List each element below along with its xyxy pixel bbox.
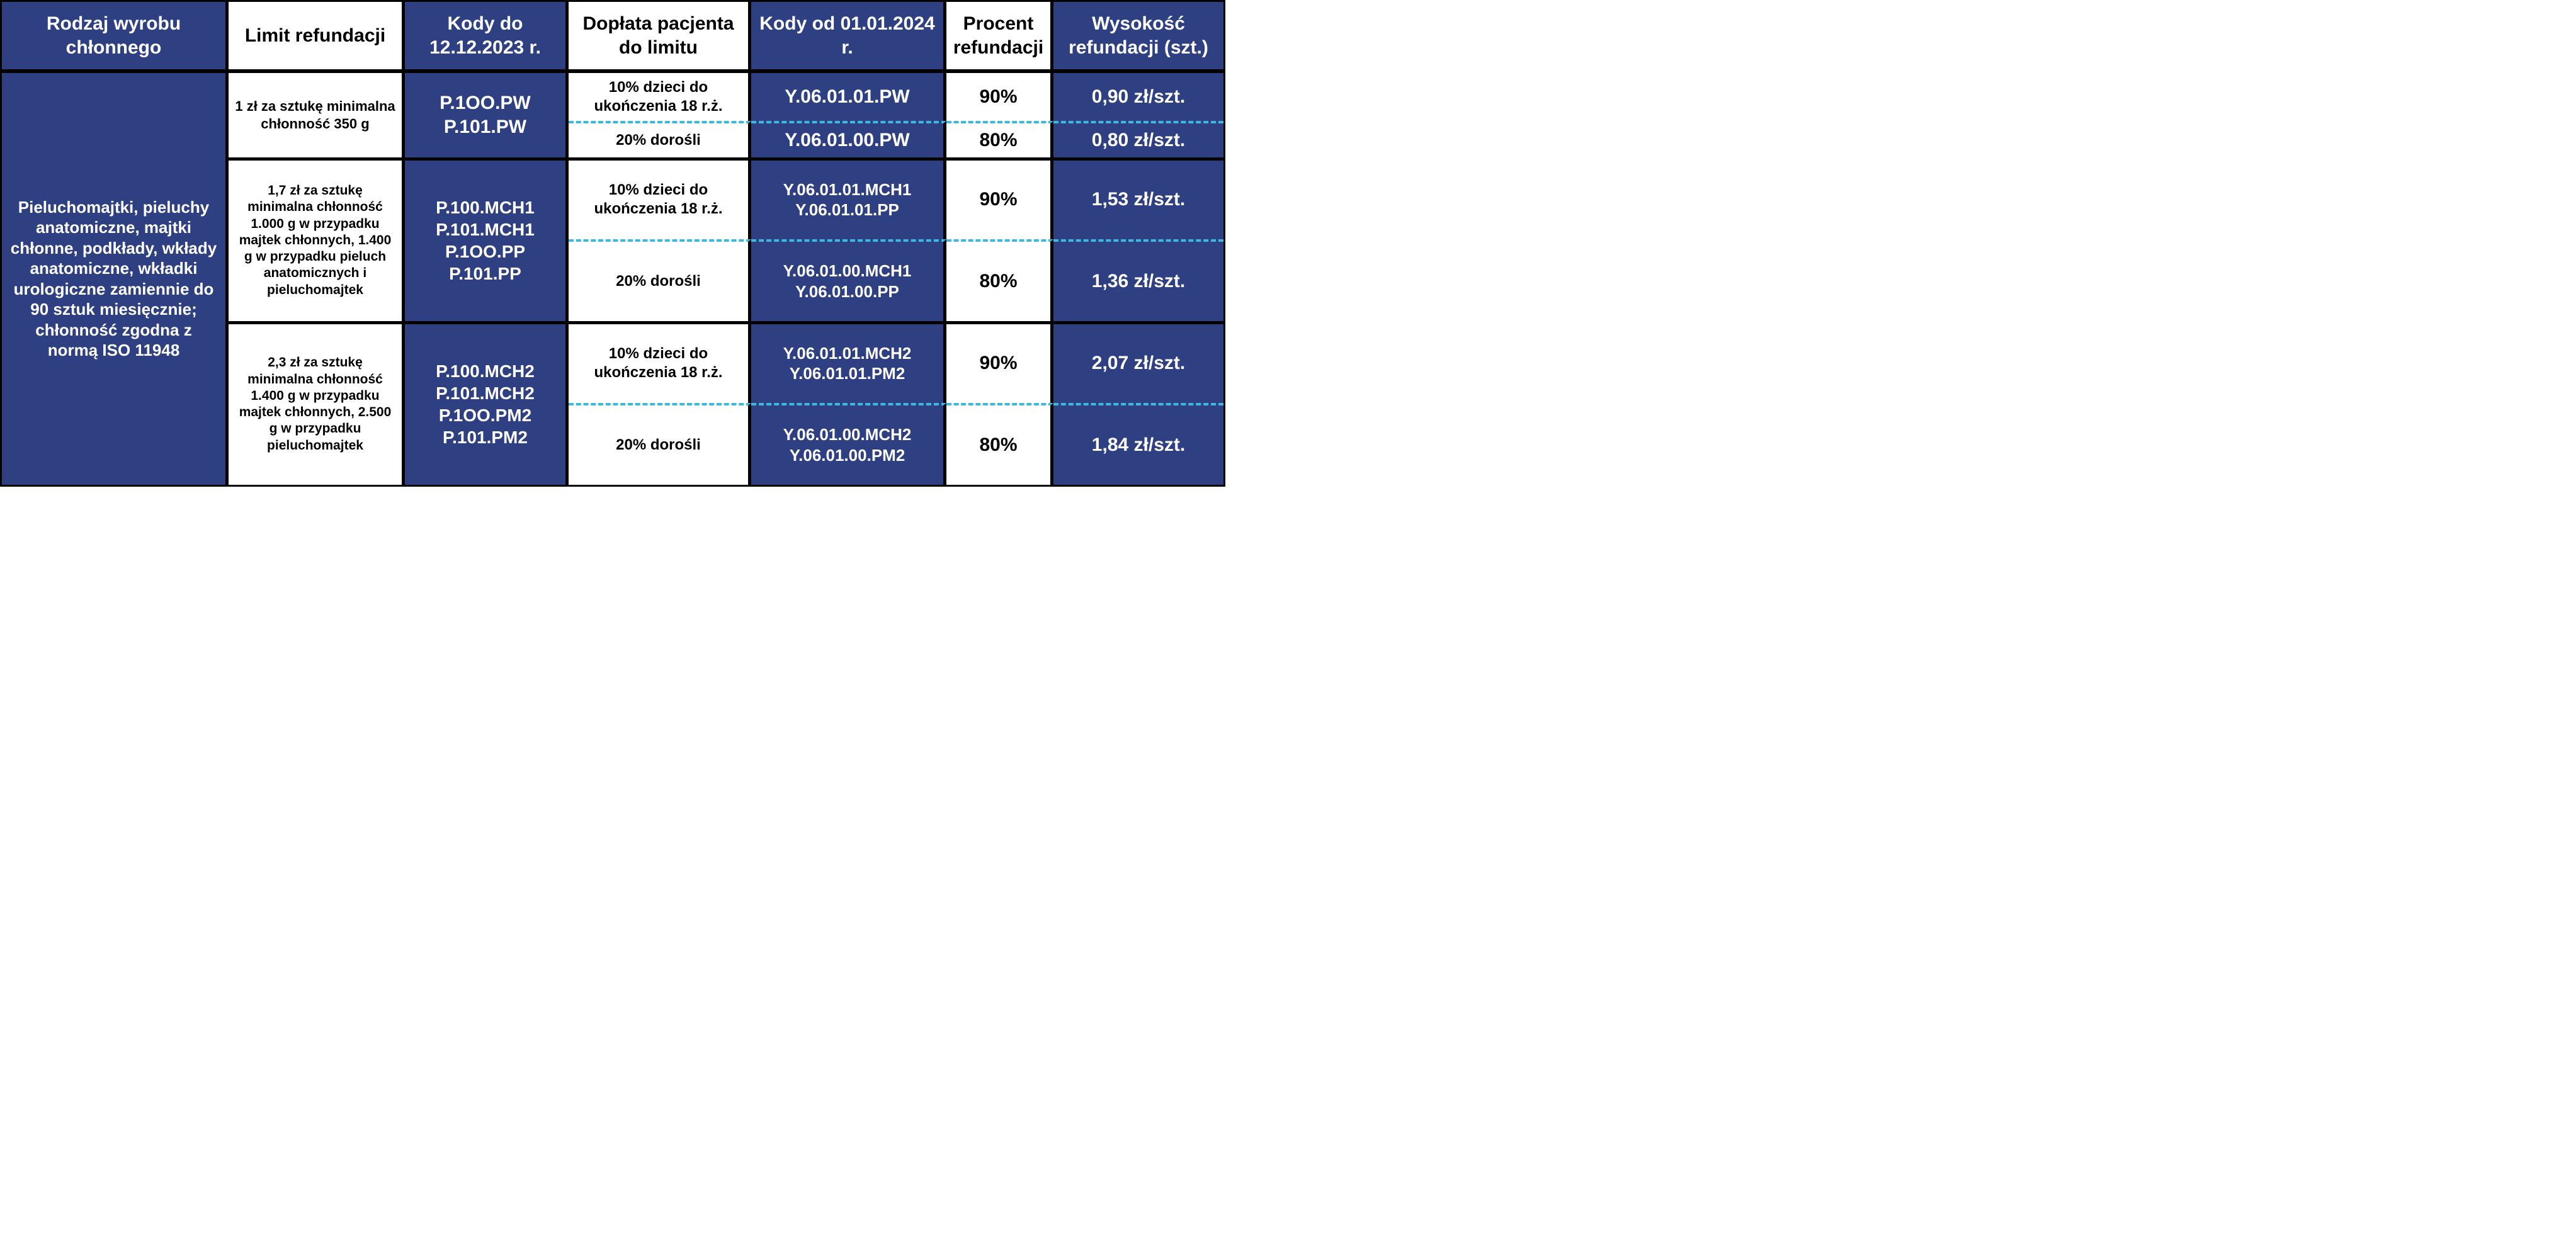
code-old: P.1OO.PM2 (436, 404, 535, 426)
codes-new: Y.06.01.01.PW (751, 73, 946, 121)
refund-table: Rodzaj wyrobu chłonnego Limit refundacji… (0, 0, 1225, 487)
procent: 80% (946, 403, 1053, 485)
doplata: 10% dzieci do ukończenia 18 r.ż. (569, 157, 751, 239)
code-new: Y.06.01.00.PW (785, 128, 909, 152)
header-col6: Procent refundacji (946, 2, 1053, 73)
codes-old-2: P.100.MCH1 P.101.MCH1 P.1OO.PP P.101.PP (405, 157, 569, 321)
code-new: Y.06.01.01.PW (785, 85, 909, 109)
codes-new: Y.06.01.00.MCH1 Y.06.01.00.PP (751, 239, 946, 321)
header-col3: Kody do 12.12.2023 r. (405, 2, 569, 73)
code-old: P.100.MCH1 (436, 196, 535, 218)
codes-new: Y.06.01.00.MCH2 Y.06.01.00.PM2 (751, 403, 946, 485)
codes-old-1: P.1OO.PW P.101.PW (405, 73, 569, 157)
code-new: Y.06.01.01.PP (783, 200, 912, 220)
wysokosc: 1,84 zł/szt. (1053, 403, 1223, 485)
limit-2: 1,7 zł za sztukę minimalna chłonność 1.0… (229, 157, 405, 321)
header-col1: Rodzaj wyrobu chłonnego (2, 2, 229, 73)
code-new: Y.06.01.00.PP (783, 281, 912, 302)
doplata: 10% dzieci do ukończenia 18 r.ż. (569, 73, 751, 121)
code-new: Y.06.01.00.MCH1 (783, 261, 912, 281)
wysokosc: 2,07 zł/szt. (1053, 321, 1223, 403)
doplata: 20% dorośli (569, 239, 751, 321)
procent: 80% (946, 239, 1053, 321)
code-old: P.101.MCH2 (436, 382, 535, 404)
procent: 90% (946, 73, 1053, 121)
code-old: P.101.MCH1 (436, 218, 535, 241)
code-old: P.100.MCH2 (436, 360, 535, 382)
procent: 90% (946, 157, 1053, 239)
code-old: P.101.PW (440, 115, 531, 139)
code-new: Y.06.01.00.PM2 (783, 445, 912, 466)
doplata: 20% dorośli (569, 403, 751, 485)
doplata: 20% dorośli (569, 121, 751, 157)
code-new: Y.06.01.00.MCH2 (783, 424, 912, 445)
limit-1: 1 zł za sztukę minimalna chłonność 350 g (229, 73, 405, 157)
limit-3: 2,3 zł za sztukę minimalna chłonność 1.4… (229, 321, 405, 485)
header-col4: Dopłata pacjenta do limitu (569, 2, 751, 73)
procent: 90% (946, 321, 1053, 403)
code-old: P.101.PM2 (436, 426, 535, 448)
code-old: P.101.PP (436, 263, 535, 285)
codes-new: Y.06.01.00.PW (751, 121, 946, 157)
code-new: Y.06.01.01.MCH2 (783, 343, 912, 364)
codes-new: Y.06.01.01.MCH1 Y.06.01.01.PP (751, 157, 946, 239)
code-old: P.1OO.PP (436, 241, 535, 263)
wysokosc: 0,80 zł/szt. (1053, 121, 1223, 157)
code-old: P.1OO.PW (440, 91, 531, 115)
category-cell: Pieluchomajtki, pieluchy anatomiczne, ma… (2, 73, 229, 485)
codes-old-3: P.100.MCH2 P.101.MCH2 P.1OO.PM2 P.101.PM… (405, 321, 569, 485)
header-col2: Limit refundacji (229, 2, 405, 73)
wysokosc: 1,36 zł/szt. (1053, 239, 1223, 321)
header-col5: Kody od 01.01.2024 r. (751, 2, 946, 73)
wysokosc: 0,90 zł/szt. (1053, 73, 1223, 121)
code-new: Y.06.01.01.PM2 (783, 363, 912, 384)
procent: 80% (946, 121, 1053, 157)
header-col7: Wysokość refundacji (szt.) (1053, 2, 1223, 73)
codes-new: Y.06.01.01.MCH2 Y.06.01.01.PM2 (751, 321, 946, 403)
code-new: Y.06.01.01.MCH1 (783, 179, 912, 200)
doplata: 10% dzieci do ukończenia 18 r.ż. (569, 321, 751, 403)
wysokosc: 1,53 zł/szt. (1053, 157, 1223, 239)
